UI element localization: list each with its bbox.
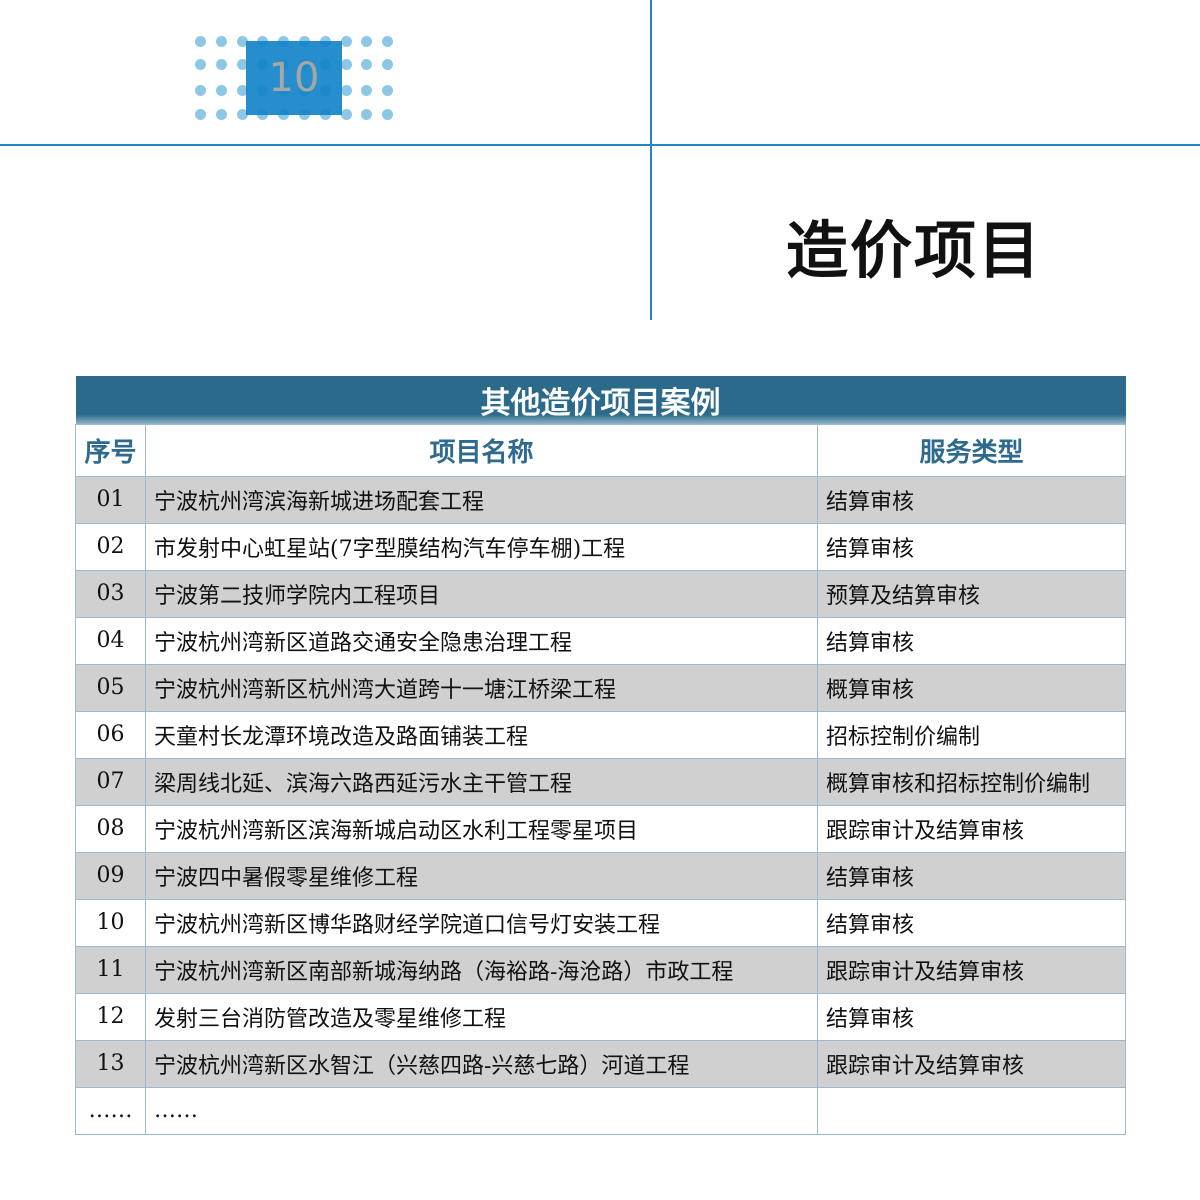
dot	[215, 36, 227, 47]
cell-project-name: 宁波第二技师学院内工程项目	[145, 569, 818, 618]
cell-project-name: 梁周线北延、滨海六路西延污水主干管工程	[145, 757, 818, 806]
cell-service-type	[817, 1086, 1126, 1135]
dot	[382, 59, 394, 70]
cell-service-type: 预算及结算审核	[817, 569, 1126, 618]
cell-index: ……	[75, 1086, 146, 1135]
table-row: 05 宁波杭州湾新区杭州湾大道跨十一塘江桥梁工程 概算审核	[75, 663, 1126, 712]
table-row: 04 宁波杭州湾新区道路交通安全隐患治理工程 结算审核	[75, 616, 1126, 665]
cell-index: 08	[75, 804, 146, 853]
cell-service-type: 跟踪审计及结算审核	[817, 804, 1126, 853]
dot	[382, 109, 394, 120]
cell-index: 03	[75, 569, 146, 618]
cell-project-name: 宁波杭州湾新区道路交通安全隐患治理工程	[145, 616, 818, 665]
cell-service-type: 概算审核	[817, 663, 1126, 712]
projects-table: 其他造价项目案例 序号 项目名称 服务类型 01 宁波杭州湾滨海新城进场配套工程结…	[75, 376, 1126, 1135]
dot	[340, 85, 352, 96]
table-row: 09 宁波四中暑假零星维修工程 结算审核	[75, 851, 1126, 900]
table-row: 08 宁波杭州湾新区滨海新城启动区水利工程零星项目 跟踪审计及结算审核	[75, 804, 1126, 853]
dot	[236, 85, 248, 96]
dot	[361, 59, 373, 70]
horizontal-divider	[0, 144, 1200, 146]
header-index: 序号	[75, 423, 146, 477]
cell-index: 04	[75, 616, 146, 665]
cell-service-type: 概算审核和招标控制价编制	[817, 757, 1126, 806]
cell-service-type: 结算审核	[817, 475, 1126, 524]
dot	[382, 85, 394, 96]
table-row: 10 宁波杭州湾新区博华路财经学院道口信号灯安装工程 结算审核	[75, 898, 1126, 947]
header-project-name: 项目名称	[145, 423, 818, 477]
cell-index: 12	[75, 992, 146, 1041]
cell-index: 05	[75, 663, 146, 712]
page-title: 造价项目	[786, 214, 1043, 287]
dot	[195, 109, 206, 120]
dot	[236, 109, 248, 120]
cell-project-name: 宁波杭州湾新区南部新城海纳路（海裕路-海沧路）市政工程	[145, 945, 818, 994]
table-caption: 其他造价项目案例	[75, 376, 1126, 424]
cell-index: 07	[75, 757, 146, 806]
cell-index: 06	[75, 710, 146, 759]
cell-project-name: 宁波杭州湾新区水智江（兴慈四路-兴慈七路）河道工程	[145, 1039, 818, 1088]
dot	[195, 36, 206, 47]
dot	[215, 109, 227, 120]
table-row: 02 市发射中心虹星站(7字型膜结构汽车停车棚)工程 结算审核	[75, 522, 1126, 571]
cell-project-name: ……	[145, 1086, 818, 1135]
table-row: 13 宁波杭州湾新区水智江（兴慈四路-兴慈七路）河道工程 跟踪审计及结算审核	[75, 1039, 1126, 1088]
cell-project-name: 宁波杭州湾滨海新城进场配套工程	[145, 475, 818, 524]
cell-project-name: 宁波杭州湾新区滨海新城启动区水利工程零星项目	[145, 804, 818, 853]
cell-service-type: 结算审核	[817, 522, 1126, 571]
dot	[236, 36, 248, 47]
cell-index: 09	[75, 851, 146, 900]
dot	[361, 85, 373, 96]
dot	[361, 36, 373, 47]
cell-project-name: 宁波四中暑假零星维修工程	[145, 851, 818, 900]
cell-service-type: 结算审核	[817, 992, 1126, 1041]
cell-service-type: 结算审核	[817, 851, 1126, 900]
cell-service-type: 招标控制价编制	[817, 710, 1126, 759]
table-row: 06 天童村长龙潭环境改造及路面铺装工程 招标控制价编制	[75, 710, 1126, 759]
dot	[236, 59, 248, 70]
cell-project-name: 天童村长龙潭环境改造及路面铺装工程	[145, 710, 818, 759]
table-row: 12 发射三台消防管改造及零星维修工程 结算审核	[75, 992, 1126, 1041]
cell-index: 01	[75, 475, 146, 524]
page-number-badge: 10	[246, 41, 342, 115]
dot	[382, 36, 394, 47]
cell-index: 11	[75, 945, 146, 994]
dot	[340, 36, 352, 47]
dot	[215, 85, 227, 96]
dot	[361, 109, 373, 120]
cell-service-type: 结算审核	[817, 616, 1126, 665]
header-service-type: 服务类型	[817, 423, 1126, 477]
cell-service-type: 跟踪审计及结算审核	[817, 945, 1126, 994]
cell-index: 02	[75, 522, 146, 571]
table-row: 01 宁波杭州湾滨海新城进场配套工程 结算审核	[75, 475, 1126, 524]
cell-project-name: 市发射中心虹星站(7字型膜结构汽车停车棚)工程	[145, 522, 818, 571]
cell-service-type: 跟踪审计及结算审核	[817, 1039, 1126, 1088]
cell-project-name: 宁波杭州湾新区杭州湾大道跨十一塘江桥梁工程	[145, 663, 818, 712]
dot	[215, 59, 227, 70]
table-row: 11 宁波杭州湾新区南部新城海纳路（海裕路-海沧路）市政工程 跟踪审计及结算审核	[75, 945, 1126, 994]
dot	[340, 109, 352, 120]
table-row: 07 梁周线北延、滨海六路西延污水主干管工程 概算审核和招标控制价编制	[75, 757, 1126, 806]
cell-project-name: 发射三台消防管改造及零星维修工程	[145, 992, 818, 1041]
vertical-divider	[650, 0, 652, 320]
dot	[340, 59, 352, 70]
dot	[195, 59, 206, 70]
cell-index: 13	[75, 1039, 146, 1088]
table-row: 03 宁波第二技师学院内工程项目 预算及结算审核	[75, 569, 1126, 618]
dot	[195, 85, 206, 96]
cell-index: 10	[75, 898, 146, 947]
table-row: …………	[75, 1086, 1126, 1135]
cell-project-name: 宁波杭州湾新区博华路财经学院道口信号灯安装工程	[145, 898, 818, 947]
cell-service-type: 结算审核	[817, 898, 1126, 947]
